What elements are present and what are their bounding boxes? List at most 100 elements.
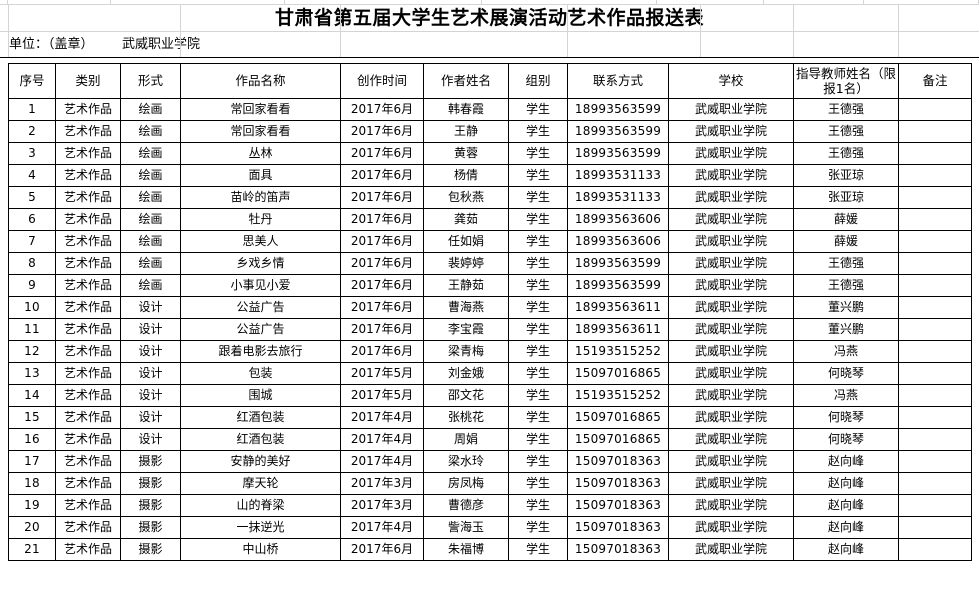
cell-teacher: 何晓琴	[793, 428, 899, 451]
cell-group: 学生	[508, 362, 568, 385]
cell-work: 常回家看看	[180, 98, 341, 121]
cell-school: 武威职业学院	[668, 296, 794, 319]
cell-form: 绘画	[120, 120, 181, 143]
gridline-segment-4	[482, 0, 657, 4]
cell-teacher: 赵向峰	[793, 494, 899, 517]
cell-group: 学生	[508, 208, 568, 231]
cell-author: 曹德彦	[423, 494, 509, 517]
gridline-vertical-4	[700, 32, 701, 57]
cell-remark	[898, 274, 972, 297]
cell-phone: 15193515252	[567, 340, 669, 363]
cell-category: 艺术作品	[55, 274, 121, 297]
cell-teacher: 赵向峰	[793, 472, 899, 495]
cell-category: 艺术作品	[55, 208, 121, 231]
cell-school: 武威职业学院	[668, 362, 794, 385]
gridline-vertical-1	[180, 32, 181, 57]
cell-remark	[898, 494, 972, 517]
cell-school: 武威职业学院	[668, 516, 794, 539]
cell-author: 曹海燕	[423, 296, 509, 319]
cell-remark	[898, 516, 972, 539]
cell-date: 2017年6月	[340, 142, 424, 165]
cell-phone: 18993563606	[567, 208, 669, 231]
gridline-vertical-5	[793, 5, 794, 31]
cell-category: 艺术作品	[55, 428, 121, 451]
cell-seq: 16	[8, 428, 56, 451]
cell-school: 武威职业学院	[668, 472, 794, 495]
cell-seq: 3	[8, 142, 56, 165]
table-row: 13 艺术作品 设计 包装 2017年5月 刘金娥 学生 15097016865 武威职业学院何…	[8, 362, 972, 385]
cell-form: 摄影	[120, 450, 181, 473]
cell-seq: 14	[8, 384, 56, 407]
gridline-vertical-0	[8, 32, 9, 57]
cell-work: 丛林	[180, 142, 341, 165]
cell-phone: 15097016865	[567, 406, 669, 429]
cell-phone: 18993563599	[567, 252, 669, 275]
cell-category: 艺术作品	[55, 340, 121, 363]
gridline-segment-2	[111, 0, 285, 4]
cell-date: 2017年4月	[340, 450, 424, 473]
table-row: 1 艺术作品 绘画 常回家看看 2017年6月 韩春霞 学生 18993563599 武威职业学…	[8, 98, 972, 121]
cell-teacher: 薛媛	[793, 208, 899, 231]
unit-label: 单位：（盖章）	[9, 37, 94, 52]
cell-teacher: 赵向峰	[793, 450, 899, 473]
gridline-segment-1	[8, 0, 111, 4]
cell-author: 包秋燕	[423, 186, 509, 209]
cell-form: 摄影	[120, 516, 181, 539]
cell-form: 设计	[120, 406, 181, 429]
cell-work: 小事见小爱	[180, 274, 341, 297]
cell-category: 艺术作品	[55, 362, 121, 385]
cell-work: 常回家看看	[180, 120, 341, 143]
table-row: 7 艺术作品 绘画 思美人 2017年6月 任如娟 学生 18993563606 武威职业学院薛…	[8, 230, 972, 253]
cell-teacher: 张亚琼	[793, 164, 899, 187]
cell-group: 学生	[508, 384, 568, 407]
cell-category: 艺术作品	[55, 120, 121, 143]
cell-category: 艺术作品	[55, 384, 121, 407]
table-header-row: 序号 类别 形式 作品名称 创作时间 作者姓名 组别 联系方式 学校 指导教师姓…	[8, 63, 972, 99]
cell-category: 艺术作品	[55, 406, 121, 429]
gridline-vertical-6	[898, 32, 899, 57]
cell-form: 绘画	[120, 208, 181, 231]
column-header-teacher: 指导教师姓名（限报1名）	[793, 63, 899, 99]
cell-teacher: 王德强	[793, 120, 899, 143]
cell-author: 刘金娥	[423, 362, 509, 385]
cell-school: 武威职业学院	[668, 186, 794, 209]
cell-category: 艺术作品	[55, 494, 121, 517]
cell-seq: 11	[8, 318, 56, 341]
cell-author: 任如娟	[423, 230, 509, 253]
cell-form: 绘画	[120, 164, 181, 187]
cell-phone: 15097018363	[567, 472, 669, 495]
cell-work: 红酒包装	[180, 406, 341, 429]
cell-school: 武威职业学院	[668, 494, 794, 517]
cell-form: 绘画	[120, 186, 181, 209]
cell-teacher: 王德强	[793, 252, 899, 275]
table-row: 17 艺术作品 摄影 安静的美好 2017年4月 梁水玲 学生 15097018363 武威职业…	[8, 450, 972, 473]
cell-category: 艺术作品	[55, 142, 121, 165]
cell-seq: 15	[8, 406, 56, 429]
cell-seq: 5	[8, 186, 56, 209]
column-header-school: 学校	[668, 63, 794, 99]
column-header-author: 作者姓名	[423, 63, 509, 99]
cell-author: 杨倩	[423, 164, 509, 187]
cell-work: 跟着电影去旅行	[180, 340, 341, 363]
cell-seq: 9	[8, 274, 56, 297]
cell-date: 2017年4月	[340, 428, 424, 451]
gridline-segment-6	[764, 0, 864, 4]
cell-school: 武威职业学院	[668, 450, 794, 473]
cell-school: 武威职业学院	[668, 164, 794, 187]
cell-school: 武威职业学院	[668, 208, 794, 231]
cell-phone: 15193515252	[567, 384, 669, 407]
cell-group: 学生	[508, 274, 568, 297]
cell-teacher: 薛媛	[793, 230, 899, 253]
column-header-date: 创作时间	[340, 63, 424, 99]
cell-author: 李宝霞	[423, 318, 509, 341]
column-header-phone: 联系方式	[567, 63, 669, 99]
cell-date: 2017年5月	[340, 384, 424, 407]
cell-teacher: 赵向峰	[793, 516, 899, 539]
cell-group: 学生	[508, 428, 568, 451]
table-row: 3 艺术作品 绘画 丛林 2017年6月 黄蓉 学生 18993563599 武威职业学院 王德强	[8, 142, 972, 165]
cell-work: 山的脊梁	[180, 494, 341, 517]
gridline-segment-7	[864, 0, 979, 4]
cell-seq: 2	[8, 120, 56, 143]
cell-seq: 19	[8, 494, 56, 517]
